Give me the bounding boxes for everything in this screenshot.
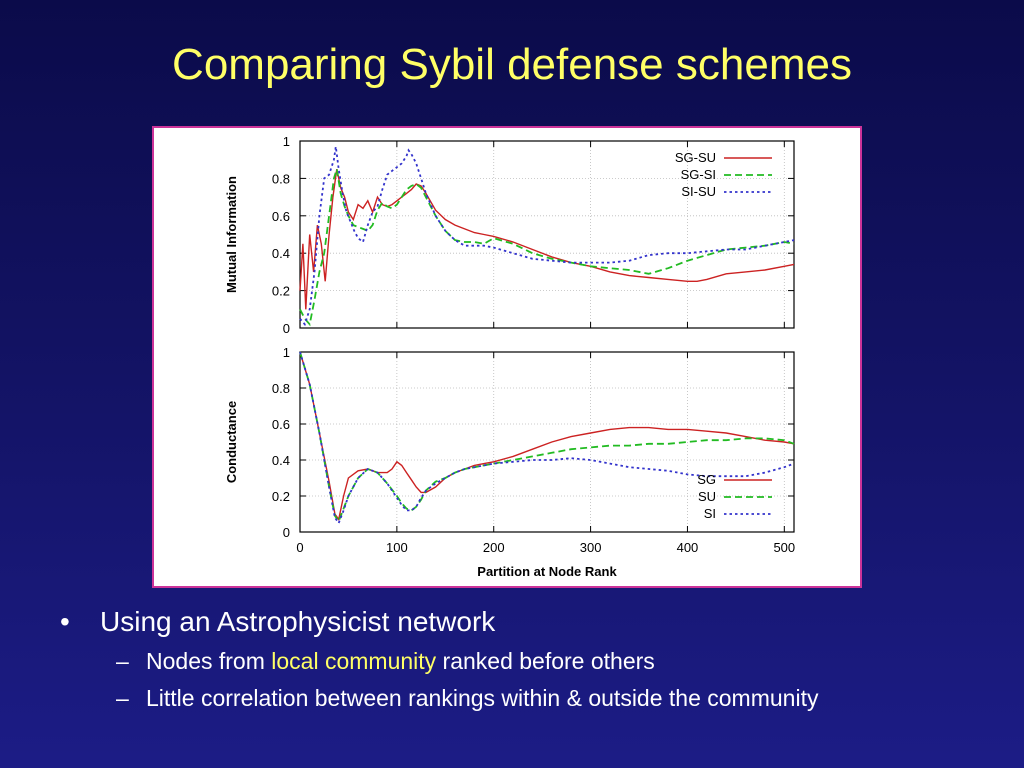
sub-bullet-text: Nodes from local community ranked before… bbox=[146, 648, 655, 675]
sub-bullet-item: – Nodes from local community ranked befo… bbox=[116, 648, 1010, 675]
plot-frame bbox=[299, 351, 795, 533]
y-tick-label: 0.8 bbox=[272, 171, 290, 186]
sub-bullet-text-before: Nodes from bbox=[146, 648, 272, 674]
sub-bullet-marker: – bbox=[116, 685, 129, 711]
bullet-list: • Using an Astrophysicist network – Node… bbox=[60, 606, 1010, 722]
y-tick-label: 0.6 bbox=[272, 209, 290, 224]
y-tick-label: 0.8 bbox=[272, 381, 290, 396]
x-tick-label: 400 bbox=[677, 540, 699, 555]
sub-bullet-marker: – bbox=[116, 648, 129, 674]
x-tick-label: 100 bbox=[386, 540, 408, 555]
y-tick-label: 1 bbox=[283, 345, 290, 360]
y-tick-label: 1 bbox=[283, 134, 290, 149]
legend-label: SG-SI bbox=[681, 167, 716, 182]
x-tick-label: 500 bbox=[773, 540, 795, 555]
sub-bullet-item: – Little correlation between rankings wi… bbox=[116, 685, 1010, 712]
highlighted-term: local community bbox=[271, 648, 437, 674]
sub-bullet-text: Little correlation between rankings with… bbox=[146, 685, 819, 711]
x-tick-label: 0 bbox=[296, 540, 303, 555]
y-tick-label: 0 bbox=[283, 321, 290, 336]
series-line-sg-si bbox=[299, 168, 795, 327]
series-line-si bbox=[299, 351, 795, 525]
series-line-si-su bbox=[299, 146, 795, 327]
legend-label: SI-SU bbox=[681, 184, 716, 199]
plot-frame bbox=[299, 140, 795, 329]
legend-label: SU bbox=[698, 489, 716, 504]
y-tick-label: 0.4 bbox=[272, 246, 290, 261]
bullet-text: Using an Astrophysicist network bbox=[100, 606, 496, 637]
x-axis-label: Partition at Node Rank bbox=[477, 564, 617, 579]
series-line-su bbox=[299, 351, 795, 524]
slide-title: Comparing Sybil defense schemes bbox=[172, 40, 852, 89]
y-tick-label: 0.4 bbox=[272, 453, 290, 468]
y-tick-label: 0.2 bbox=[272, 489, 290, 504]
y-tick-label: 0.2 bbox=[272, 284, 290, 299]
y-axis-label: Conductance bbox=[224, 401, 239, 483]
sub-bullet-text-after: ranked before others bbox=[436, 648, 655, 674]
series-line-sg bbox=[299, 351, 795, 522]
bullet-marker: • bbox=[60, 606, 70, 637]
y-tick-label: 0.6 bbox=[272, 417, 290, 432]
y-tick-label: 0 bbox=[283, 525, 290, 540]
legend-label: SG bbox=[697, 472, 716, 487]
figure-frame: 0 0.2 0.4 0.6 0.8 1 Mutual Information SG-SU SG-… bbox=[152, 126, 862, 588]
legend-label: SI bbox=[704, 506, 716, 521]
bullet-item: • Using an Astrophysicist network bbox=[60, 606, 1010, 638]
x-tick-label: 300 bbox=[580, 540, 602, 555]
legend-label: SG-SU bbox=[675, 150, 716, 165]
series-line-sg-su bbox=[299, 168, 795, 310]
x-tick-label: 200 bbox=[483, 540, 505, 555]
chart-figure: 0 0.2 0.4 0.6 0.8 1 Mutual Information SG-SU SG-… bbox=[224, 134, 795, 579]
y-axis-label: Mutual Information bbox=[224, 176, 239, 293]
